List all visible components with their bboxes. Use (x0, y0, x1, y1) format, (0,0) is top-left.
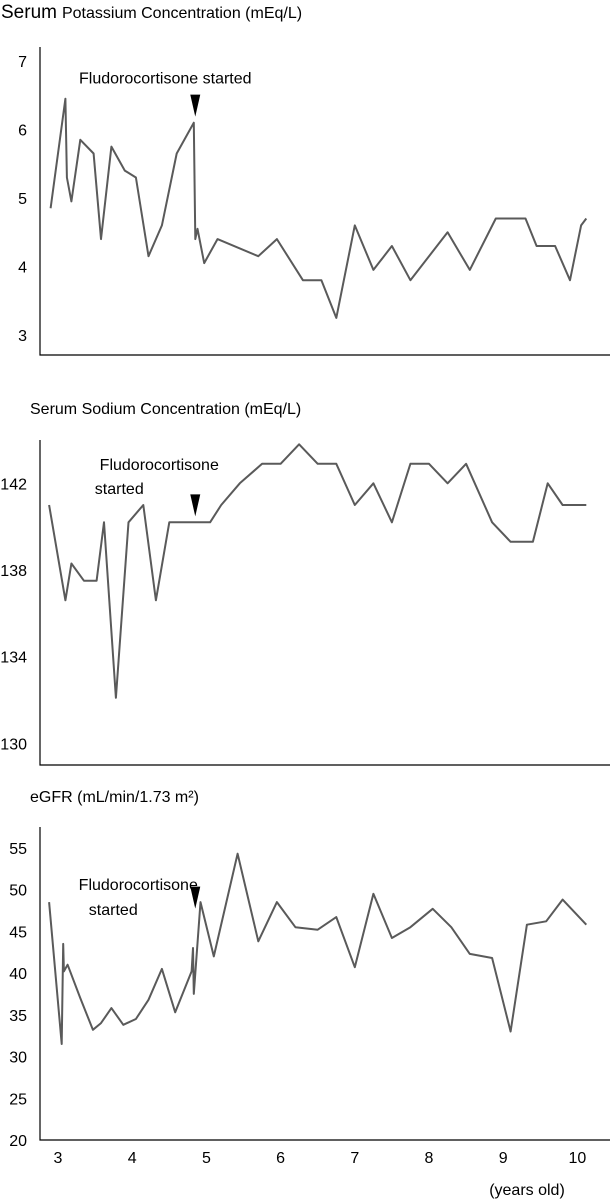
x-tick-label: 7 (350, 1150, 359, 1167)
potassium-axes (39, 47, 610, 356)
sodium-title: Serum Sodium Concentration (mEq/L) (30, 401, 301, 418)
sodium-y-ticks: 130 134 138 142 (0, 476, 27, 753)
egfr-y-tick-label: 55 (9, 841, 27, 858)
egfr-y-tick-label: 25 (9, 1091, 27, 1108)
egfr-y-tick-label: 35 (9, 1008, 27, 1025)
x-axis-label: (years old) (489, 1182, 565, 1199)
egfr-y-tick-label: 30 (9, 1050, 27, 1067)
x-tick-label: 5 (202, 1150, 211, 1167)
potassium-y-tick-label: 3 (18, 328, 27, 345)
egfr-series-line (48, 852, 588, 1045)
egfr-x-ticks: 3 4 5 6 7 8 9 10 (54, 1150, 587, 1167)
potassium-title: Serum Potassium Concentration (mEq/L) (1, 2, 302, 23)
sodium-y-tick-label: 130 (0, 736, 27, 753)
sodium-axes (39, 440, 610, 766)
egfr-y-tick-label: 40 (9, 966, 27, 983)
x-tick-label: 6 (276, 1150, 285, 1167)
sodium-y-tick-label: 138 (0, 563, 27, 580)
egfr-y-tick-label: 45 (9, 924, 27, 941)
egfr-axes (39, 827, 610, 1141)
potassium-y-ticks: 3 4 5 6 7 (18, 54, 27, 345)
x-tick-label: 8 (425, 1150, 434, 1167)
sodium-annotation-line-1: Fludorocortisone (100, 457, 219, 474)
potassium-title-text: Potassium Concentration (mEq/L) (62, 5, 302, 22)
x-tick-label: 3 (54, 1150, 63, 1167)
potassium-panel: Serum Potassium Concentration (mEq/L) 3 4 5… (1, 2, 610, 356)
x-tick-label: 10 (569, 1150, 587, 1167)
potassium-annotation: Fludorocortisone started (79, 71, 252, 88)
sodium-annotation-line-2: started (95, 481, 144, 498)
egfr-y-tick-label: 20 (9, 1133, 27, 1150)
sodium-y-tick-label: 134 (0, 650, 27, 667)
potassium-arrow-icon (190, 94, 201, 117)
egfr-annotation-line-1: Fludorocortisone (79, 877, 198, 894)
sodium-panel: Serum Sodium Concentration (mEq/L) 13013… (0, 401, 610, 766)
egfr-arrow-icon (190, 886, 201, 909)
egfr-y-ticks: 20 25 30 35 40 45 50 55 (9, 841, 27, 1150)
potassium-y-tick-label: 4 (18, 260, 27, 277)
potassium-title-prefix: Serum (1, 2, 57, 23)
potassium-series-line (49, 97, 588, 319)
egfr-y-tick-label: 50 (9, 883, 27, 900)
egfr-title: eGFR (mL/min/1.73 m²) (30, 789, 199, 806)
potassium-y-tick-label: 6 (18, 123, 27, 140)
potassium-y-tick-label: 7 (18, 54, 27, 71)
x-tick-label: 9 (499, 1150, 508, 1167)
potassium-y-tick-label: 5 (18, 191, 27, 208)
sodium-arrow-icon (190, 494, 201, 517)
egfr-annotation-line-2: started (89, 902, 138, 919)
x-tick-label: 4 (128, 1150, 137, 1167)
sodium-series-line (48, 443, 587, 699)
sodium-y-tick-label: 142 (0, 476, 27, 493)
